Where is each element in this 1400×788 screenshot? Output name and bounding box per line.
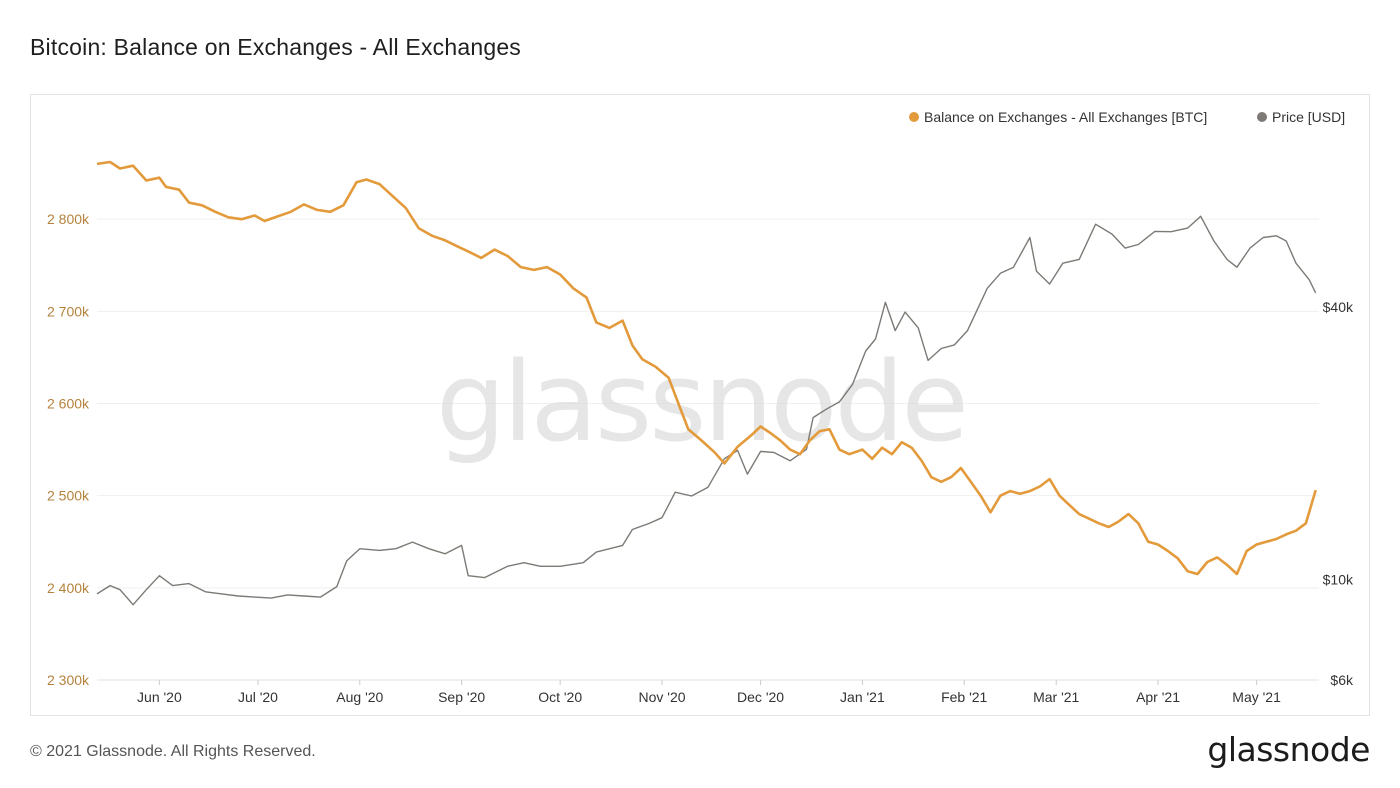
grid-lines [97,218,1319,681]
x-tick-label: Feb '21 [941,689,987,705]
right-tick-label: $6k [1330,672,1354,688]
legend-price-label[interactable]: Price [USD] [1272,109,1345,125]
x-tick-label: Jul '20 [238,689,278,705]
left-tick-label: 2 300k [47,672,90,688]
x-tick-label: Sep '20 [438,689,485,705]
legend-balance-label[interactable]: Balance on Exchanges - All Exchanges [BT… [924,109,1207,125]
x-tick-label: Dec '20 [737,689,784,705]
right-tick-label: $10k [1323,572,1354,588]
copyright-text: © 2021 Glassnode. All Rights Reserved. [30,743,316,760]
watermark: glassnode [436,338,966,466]
price-series-line [96,215,1317,606]
left-tick-label: 2 700k [47,303,90,319]
x-axis: Jun '20 Jul '20 Aug '20 Sep '20 Oct '20 Nov '… [137,680,1281,705]
chart-frame: glassnode 2 300k 2 400k 2 500k 2 600k 2 700k… [30,94,1370,716]
x-tick-label: Aug '20 [336,689,383,705]
left-tick-label: 2 600k [47,396,90,412]
legend-balance-swatch [909,112,919,122]
x-tick-label: Oct '20 [538,689,582,705]
legend-price-swatch [1257,112,1267,122]
series-lines [96,160,1317,606]
right-y-axis: $6k $10k $40k [1323,299,1354,688]
page-title: Bitcoin: Balance on Exchanges - All Exch… [30,34,522,60]
balance-price-chart: glassnode 2 300k 2 400k 2 500k 2 600k 2 700k… [47,109,1354,705]
x-tick-label: Jun '20 [137,689,182,705]
legend: Balance on Exchanges - All Exchanges [BT… [909,109,1345,125]
left-tick-label: 2 400k [47,580,90,596]
glassnode-logo: glassnode [1207,730,1370,769]
left-tick-label: 2 800k [47,211,90,227]
x-tick-label: Jan '21 [840,689,885,705]
right-tick-label: $40k [1323,299,1354,315]
x-tick-label: Apr '21 [1136,689,1180,705]
x-tick-label: May '21 [1232,689,1281,705]
balance-series-line [96,160,1317,576]
x-tick-label: Nov '20 [638,689,685,705]
x-tick-label: Mar '21 [1033,689,1079,705]
left-y-axis: 2 300k 2 400k 2 500k 2 600k 2 700k 2 800k [47,211,90,688]
left-tick-label: 2 500k [47,488,90,504]
